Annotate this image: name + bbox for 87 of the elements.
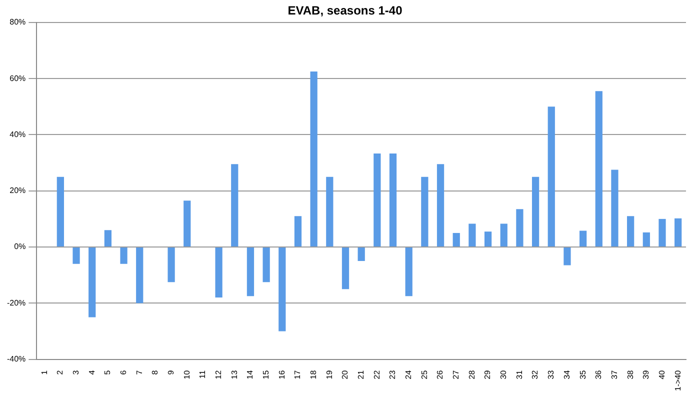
x-tick-label: 1->40: [673, 370, 682, 392]
bar: [548, 106, 555, 247]
bar: [72, 248, 80, 264]
x-tick-label: 21: [356, 370, 366, 380]
x-tick-label: 28: [467, 370, 476, 380]
x-tick-label: 7: [134, 370, 144, 375]
bar: [326, 176, 334, 247]
chart-title: EVAB, seasons 1-40: [288, 4, 403, 18]
bar: [342, 248, 350, 290]
bar: [310, 72, 318, 247]
bar: [658, 218, 666, 247]
y-tick-label: 60%: [10, 74, 26, 83]
x-tick-label: 23: [388, 370, 398, 380]
bar: [484, 232, 492, 247]
bar: [184, 200, 191, 247]
bar: [358, 248, 365, 262]
bar: [595, 91, 602, 247]
bar: [278, 248, 286, 332]
x-tick-label: 10: [182, 370, 192, 380]
x-tick-label: 29: [483, 370, 492, 380]
x-tick-label: 1: [40, 370, 49, 375]
x-tick-label: 3: [71, 370, 80, 375]
x-tick-label: 32: [530, 370, 540, 380]
bar: [532, 176, 540, 247]
bar: [579, 230, 587, 247]
bar: [516, 209, 524, 247]
x-tick-label: 18: [309, 370, 318, 380]
bar: [421, 176, 428, 247]
y-tick-label: 80%: [10, 18, 26, 27]
bar: [231, 164, 238, 247]
x-tick-label: 13: [230, 370, 239, 380]
x-tick-label: 6: [118, 370, 128, 375]
bar: [262, 248, 270, 282]
bar: [436, 164, 444, 247]
x-tick-label: 5: [103, 370, 112, 375]
x-tick-label: 20: [340, 370, 350, 380]
x-tick-label: 12: [214, 370, 224, 380]
x-tick-label: 19: [324, 370, 334, 380]
bar: [374, 154, 381, 247]
x-tick-label: 33: [546, 370, 556, 380]
x-tick-label: 27: [452, 370, 461, 380]
bar: [642, 232, 650, 247]
y-tick-label: -40%: [6, 354, 26, 364]
x-tick-label: 25: [420, 370, 429, 380]
bar: [611, 170, 618, 247]
bar: [674, 218, 682, 247]
bar: [405, 248, 412, 296]
bar: [168, 248, 175, 282]
bar: [215, 248, 222, 298]
x-tick-label: 38: [626, 370, 635, 380]
bar: [389, 154, 397, 247]
x-tick-label: 37: [610, 370, 619, 380]
bar: [468, 224, 476, 247]
y-tick-label: 0%: [14, 242, 26, 252]
x-tick-label: 9: [166, 370, 176, 375]
y-tick-label: 40%: [10, 130, 26, 139]
x-tick-label: 14: [246, 370, 255, 380]
x-tick-label: 35: [578, 370, 588, 380]
bar: [88, 248, 96, 318]
bar: [294, 216, 302, 247]
y-tick-label: -20%: [6, 298, 26, 308]
bar: [627, 216, 634, 247]
x-tick-label: 4: [87, 370, 96, 375]
x-tick-label: 39: [642, 370, 651, 380]
x-tick-label: 22: [372, 370, 382, 380]
x-tick-label: 17: [293, 370, 302, 380]
y-tick-label: 20%: [10, 186, 26, 196]
bar: [452, 232, 460, 247]
bar: [120, 248, 128, 264]
x-tick-label: 31: [514, 370, 524, 380]
bar: [564, 248, 571, 266]
bar: [246, 248, 254, 296]
x-tick-label: 15: [262, 370, 271, 380]
bar: [56, 176, 64, 247]
x-tick-label: 24: [404, 370, 414, 380]
x-tick-label: 11: [198, 370, 208, 379]
x-tick-label: 36: [594, 370, 604, 380]
x-tick-label: 40: [657, 370, 666, 380]
bar: [136, 248, 144, 304]
bar: [500, 224, 508, 247]
x-tick-label: 16: [277, 370, 286, 380]
x-tick-label: 2: [56, 370, 65, 375]
x-tick-label: 34: [562, 370, 572, 380]
bar: [104, 230, 112, 247]
x-tick-label: 8: [150, 370, 160, 375]
x-tick-label: 30: [499, 370, 508, 380]
x-tick-label: 26: [436, 370, 445, 380]
